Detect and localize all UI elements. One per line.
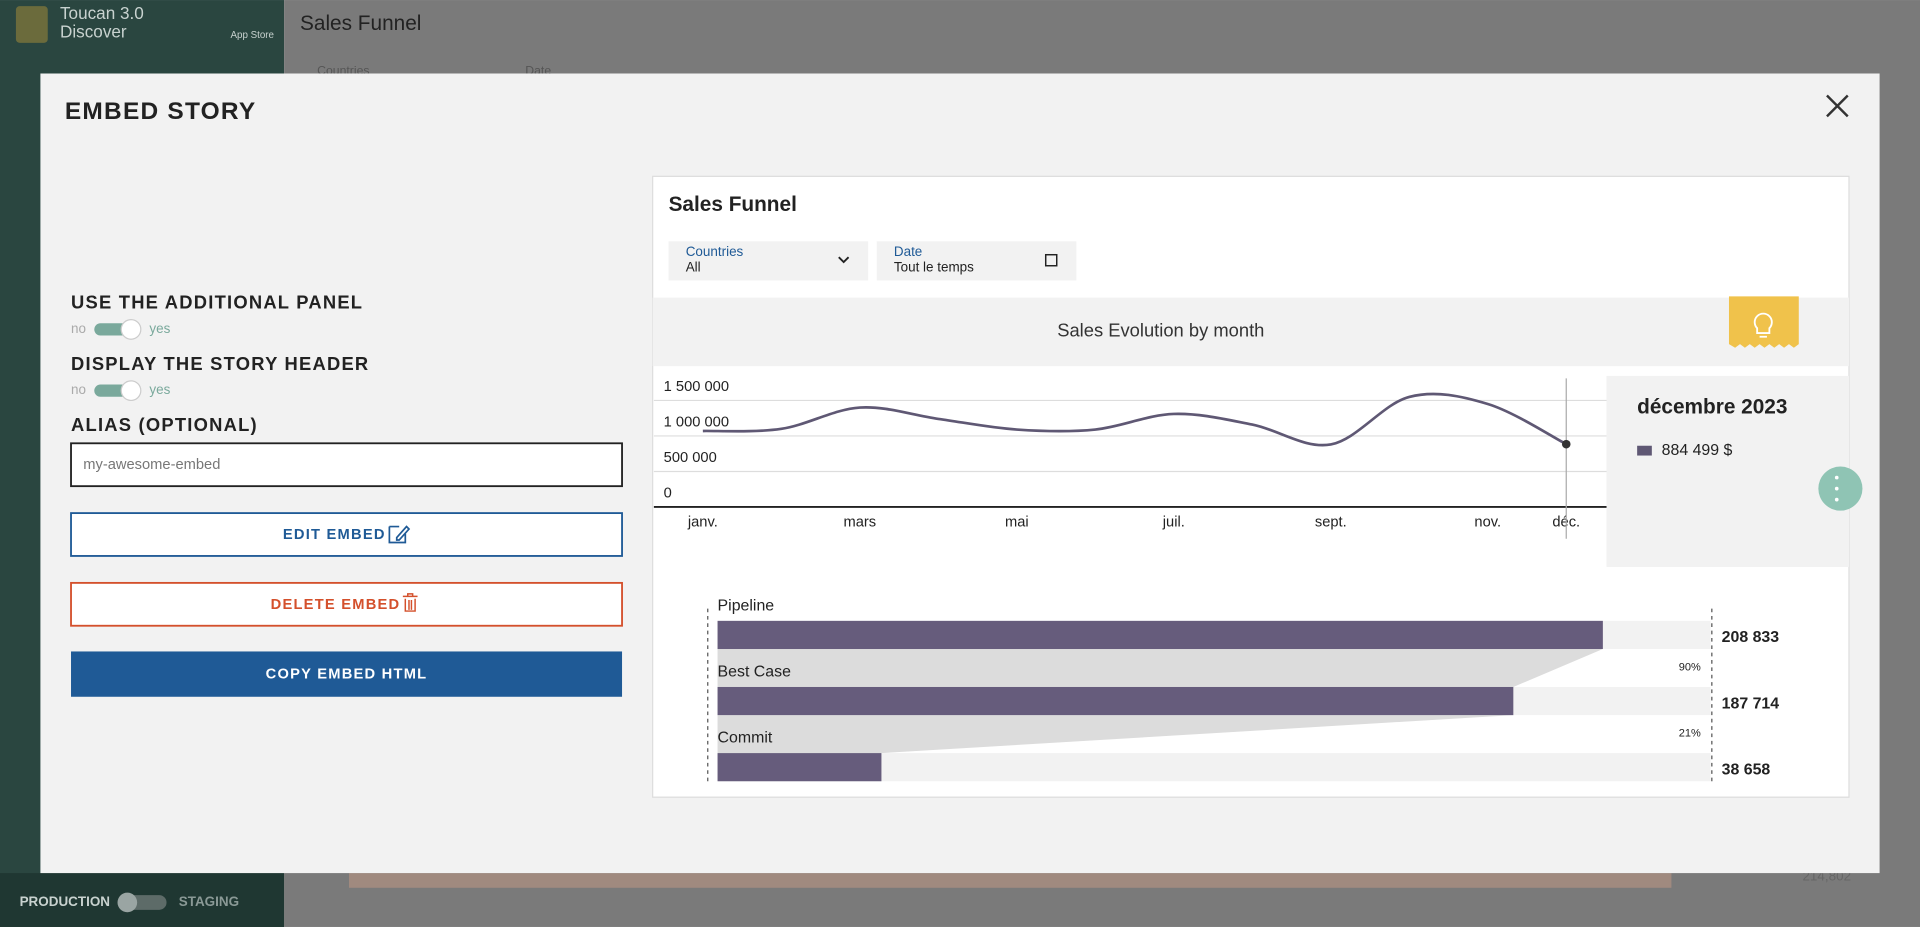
side-menu-button[interactable] [1818,467,1862,511]
funnel-label: Best Case [718,663,792,680]
x-tick-label: nov. [1474,515,1501,531]
chart-title: Sales Evolution by month [1057,320,1264,341]
toggle-off-label: no [71,321,86,336]
conversion-label: 21% [1679,727,1701,739]
option-label: DISPLAY THE STORY HEADER [71,353,369,374]
delete-button-label: DELETE EMBED [271,597,401,613]
app-name: Discover [60,22,127,42]
y-tick-label: 1 500 000 [664,379,729,395]
x-tick-label: mai [1005,515,1029,531]
toggle-off-label: no [71,382,86,397]
tooltip-swatch [1637,446,1652,456]
funnel-bar [718,753,882,781]
funnel-label: Commit [718,730,773,747]
funnel-bar [718,687,1514,715]
tooltip-title: décembre 2023 [1637,395,1787,418]
alias-label: ALIAS (OPTIONAL) [71,414,258,435]
preview-title: Sales Funnel [669,193,797,216]
toggle-on-label: yes [149,382,170,397]
filter-value: All [686,260,701,275]
x-tick-label: sept. [1315,515,1347,531]
filter-value: Tout le temps [894,260,974,275]
funnel-connector [718,649,1603,687]
toggle-knob [121,381,141,401]
env-label: STAGING [179,894,239,909]
env-toggle-knob [118,893,138,913]
edit-button-label: EDIT EMBED [283,527,386,543]
app-name: Toucan 3.0 [60,3,144,23]
conversion-label: 90% [1679,661,1701,673]
funnel-label: Pipeline [718,597,775,614]
funnel-value: 38 658 [1722,761,1771,778]
funnel-value: 187 714 [1722,695,1780,712]
filter-label: Date [894,244,922,259]
env-label: PRODUCTION [20,894,110,909]
option-label: USE THE ADDITIONAL PANEL [71,292,363,313]
toggle-on-label: yes [149,321,170,336]
toggle-knob [121,320,141,340]
app-logo [16,6,48,43]
page-title: Sales Funnel [300,12,421,35]
point [1562,440,1571,449]
x-tick-label: juil. [1162,515,1185,531]
funnel-value: 208 833 [1722,629,1780,646]
alias-placeholder: my-awesome-embed [83,457,220,473]
x-tick-label: janv. [687,515,718,531]
x-tick-label: mars [844,515,877,531]
funnel-bar [718,621,1603,649]
y-tick-label: 0 [664,485,672,501]
y-tick-label: 1 000 000 [664,414,729,430]
insight-badge[interactable] [1729,296,1799,347]
modal-title: EMBED STORY [65,98,257,125]
y-tick-label: 500 000 [664,450,717,466]
copy-button-label: COPY EMBED HTML [266,667,428,683]
tooltip-value: 884 499 $ [1662,442,1733,459]
app-store[interactable]: App Store [230,30,274,41]
bg-bar [349,873,1671,888]
filter-label: Countries [686,244,744,259]
